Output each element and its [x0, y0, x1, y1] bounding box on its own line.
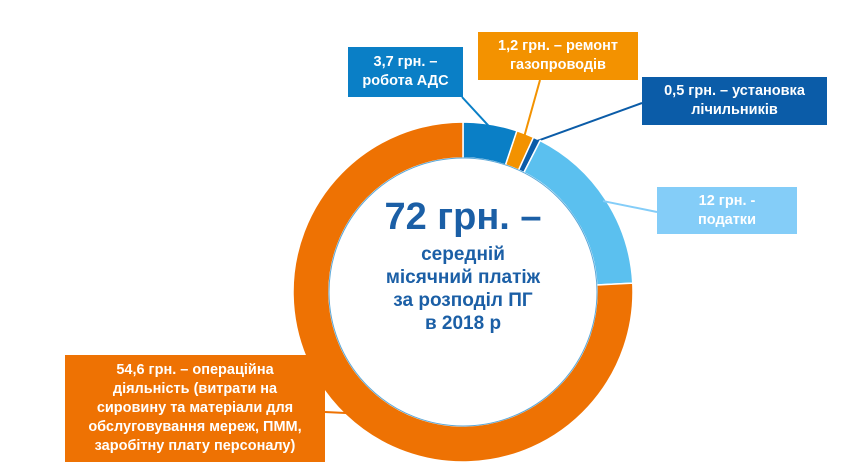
leader-line — [324, 411, 349, 415]
leader-line — [461, 96, 491, 128]
label-ads: 3,7 грн. – робота АДС — [348, 47, 463, 97]
center-line: середній — [421, 244, 505, 265]
leader-line — [535, 102, 643, 143]
center-line: за розподіл ПГ — [393, 290, 533, 311]
label-taxes: 12 грн. - податки — [657, 187, 797, 234]
leader-line — [602, 200, 658, 213]
leader-line — [523, 79, 541, 137]
label-operations: 54,6 грн. – операційна діяльність (витрат… — [65, 355, 325, 462]
center-text: 72 грн. – середній місячний платіж за ро… — [343, 195, 583, 335]
label-meters: 0,5 грн. – установка лічильників — [642, 77, 827, 125]
center-line: місячний платіж — [385, 267, 541, 288]
center-title: 72 грн. – — [384, 196, 542, 238]
label-repair: 1,2 грн. – ремонт газопроводів — [478, 32, 638, 80]
center-line: в 2018 р — [424, 313, 502, 334]
donut-hole — [328, 157, 598, 427]
